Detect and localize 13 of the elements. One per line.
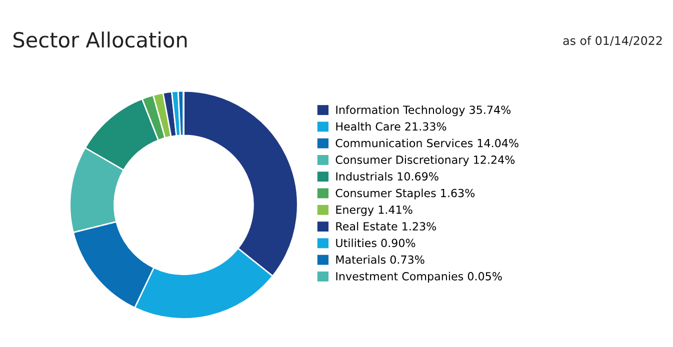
- legend-label: Industrials 10.69%: [336, 172, 438, 181]
- legend-label: Energy 1.41%: [336, 205, 412, 216]
- chart-title: Sector Allocation: [13, 32, 187, 48]
- legend-label: Investment Companies 0.05%: [336, 272, 502, 283]
- legend-label: Utilities 0.90%: [336, 238, 416, 248]
- text: as of 01/14/2022: [563, 36, 662, 46]
- legend-label: Consumer Staples 1.63%: [336, 188, 475, 200]
- legend-label: Health Care 21.33%: [336, 122, 446, 131]
- legend-label: Information Technology 35.74%: [336, 105, 511, 116]
- legend-label: Consumer Discretionary 12.24%: [336, 155, 515, 166]
- legend-label: Communication Services 14.04%: [336, 138, 518, 148]
- legend-label: Materials 0.73%: [336, 255, 424, 264]
- legend-label: Real Estate 1.23%: [336, 222, 436, 231]
